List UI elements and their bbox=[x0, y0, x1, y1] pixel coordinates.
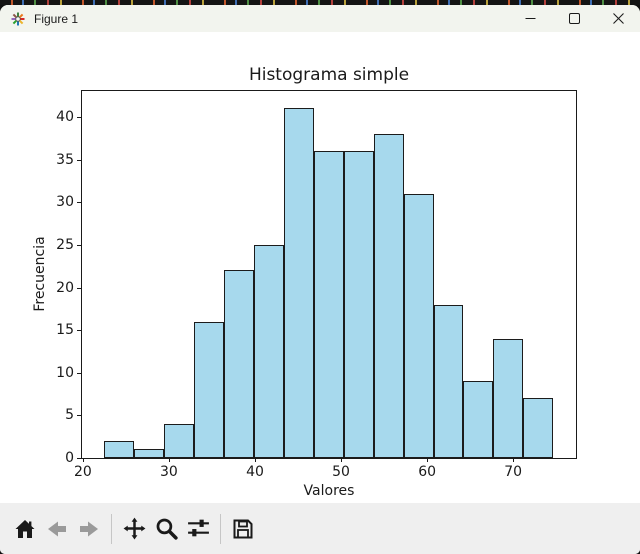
save-icon bbox=[233, 519, 253, 538]
navigation-toolbar bbox=[0, 503, 640, 554]
y-tick-label: 5 bbox=[65, 407, 74, 424]
x-tick-mark bbox=[427, 458, 429, 462]
x-tick-label: 40 bbox=[246, 464, 264, 480]
histogram-bar bbox=[493, 338, 524, 458]
window-title: Figure 1 bbox=[34, 11, 79, 26]
histogram-bar bbox=[224, 270, 254, 458]
pan-icon bbox=[123, 517, 145, 540]
y-tick-label: 25 bbox=[56, 236, 74, 253]
histogram-bar bbox=[134, 449, 165, 458]
y-tick-mark bbox=[77, 117, 81, 118]
y-tick-mark bbox=[77, 159, 81, 161]
y-tick-mark bbox=[77, 330, 81, 332]
x-tick-label: 50 bbox=[332, 464, 350, 480]
pan-button[interactable] bbox=[119, 510, 149, 548]
x-tick-mark bbox=[254, 458, 256, 462]
y-tick-label: 40 bbox=[56, 109, 74, 125]
close-icon bbox=[612, 13, 624, 24]
histogram-bar bbox=[104, 440, 135, 458]
maximize-icon bbox=[568, 13, 580, 24]
x-tick-label: 30 bbox=[160, 464, 178, 480]
zoom-button[interactable] bbox=[151, 510, 181, 548]
x-tick-mark bbox=[341, 458, 343, 462]
toolbar-separator bbox=[111, 513, 112, 544]
forward-icon bbox=[80, 521, 98, 536]
y-tick-mark bbox=[77, 372, 81, 374]
matplotlib-logo-icon bbox=[10, 11, 26, 27]
maximize-button[interactable] bbox=[552, 5, 596, 32]
x-tick-label: 20 bbox=[73, 464, 92, 480]
y-tick-mark bbox=[77, 415, 81, 417]
x-tick-label: 70 bbox=[504, 464, 523, 480]
figure-canvas: Histograma simple Frecuencia Valores 20 3… bbox=[0, 32, 640, 503]
chart-title: Histograma simple bbox=[248, 65, 410, 85]
x-tick-mark bbox=[513, 458, 515, 462]
back-icon bbox=[48, 521, 66, 536]
x-tick-mark bbox=[82, 458, 84, 462]
x-axis-label: Valores bbox=[303, 483, 355, 499]
close-button[interactable] bbox=[596, 5, 640, 32]
histogram-bar bbox=[433, 304, 464, 458]
y-tick-label: 15 bbox=[56, 322, 74, 339]
zoom-icon bbox=[156, 518, 178, 540]
plot-area[interactable]: 20 30 40 50 60 70 0 5 10 15 20 25 30 35 40 bbox=[56, 90, 577, 480]
y-tick-mark bbox=[77, 458, 81, 459]
configure-subplots-icon bbox=[187, 519, 209, 537]
minimize-button[interactable] bbox=[508, 5, 552, 32]
x-tick-mark bbox=[168, 458, 170, 462]
y-tick-label: 30 bbox=[56, 194, 74, 211]
histogram-bar bbox=[463, 381, 494, 458]
histogram-bar bbox=[313, 151, 344, 458]
configure-subplots-button[interactable] bbox=[183, 510, 213, 548]
background-window-sliver bbox=[0, 0, 640, 5]
minimize-icon bbox=[525, 18, 535, 19]
y-tick-mark bbox=[77, 202, 81, 204]
back-button[interactable] bbox=[42, 510, 72, 548]
histogram-bar bbox=[523, 398, 554, 458]
toolbar-separator bbox=[220, 513, 221, 544]
y-tick-label: 0 bbox=[65, 450, 74, 466]
home-icon bbox=[15, 519, 35, 538]
y-tick-mark bbox=[77, 287, 81, 289]
y-tick-mark bbox=[77, 244, 81, 246]
histogram-bar bbox=[373, 134, 404, 458]
y-tick-label: 20 bbox=[56, 279, 74, 296]
histogram-bar bbox=[164, 423, 195, 458]
figure-window: Figure 1 Histograma simple Frecuencia Va… bbox=[0, 5, 640, 554]
save-button[interactable] bbox=[228, 510, 258, 548]
y-tick-label: 35 bbox=[56, 151, 74, 168]
histogram-bar bbox=[283, 108, 314, 458]
histogram-bar bbox=[253, 244, 284, 458]
y-axis-label: Frecuencia bbox=[32, 236, 48, 312]
home-button[interactable] bbox=[10, 510, 40, 548]
histogram-bar bbox=[343, 151, 374, 458]
window-titlebar: Figure 1 bbox=[0, 5, 640, 32]
y-tick-label: 10 bbox=[56, 364, 74, 381]
histogram-bar bbox=[194, 321, 225, 458]
histogram-bar bbox=[403, 193, 434, 458]
forward-button[interactable] bbox=[74, 510, 104, 548]
x-tick-label: 60 bbox=[418, 464, 437, 480]
